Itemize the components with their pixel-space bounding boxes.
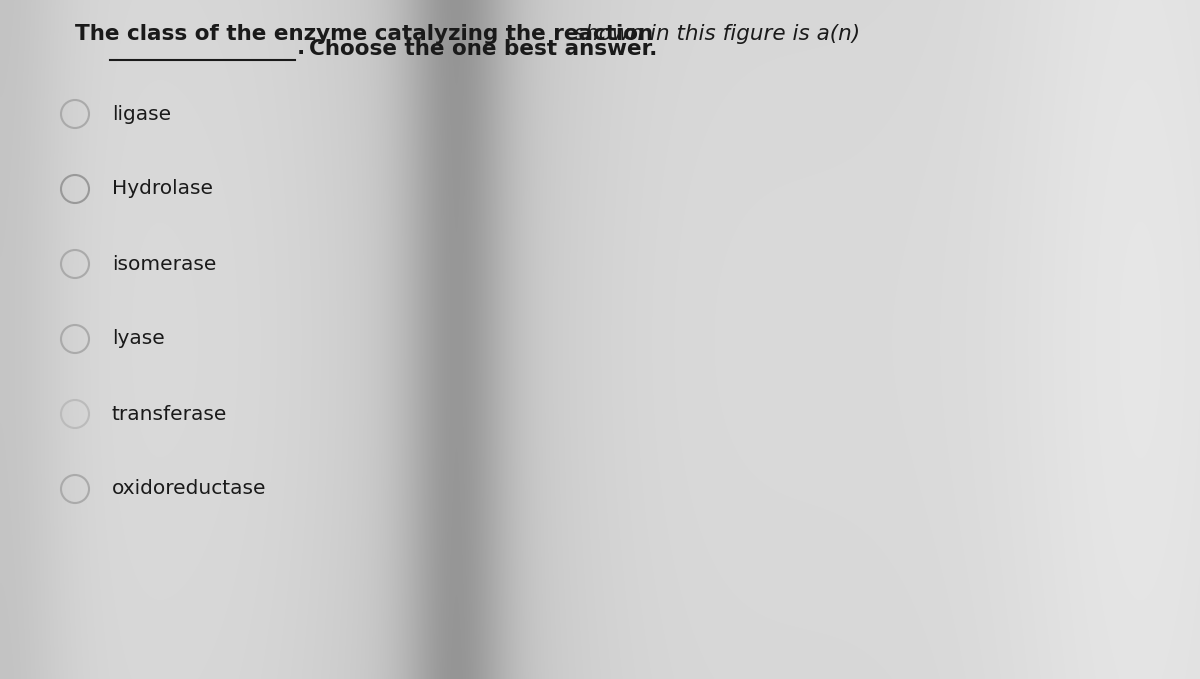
- Text: shown in this figure is a(n): shown in this figure is a(n): [568, 24, 860, 44]
- Text: .: .: [298, 38, 305, 58]
- Text: Choose the one best answer.: Choose the one best answer.: [310, 39, 658, 59]
- Text: lyase: lyase: [112, 329, 164, 348]
- Text: transferase: transferase: [112, 405, 227, 424]
- Text: ligase: ligase: [112, 105, 172, 124]
- Text: oxidoreductase: oxidoreductase: [112, 479, 266, 498]
- Text: The class of the enzyme catalyzing the reaction: The class of the enzyme catalyzing the r…: [74, 24, 653, 44]
- Text: Hydrolase: Hydrolase: [112, 179, 214, 198]
- Text: isomerase: isomerase: [112, 255, 216, 274]
